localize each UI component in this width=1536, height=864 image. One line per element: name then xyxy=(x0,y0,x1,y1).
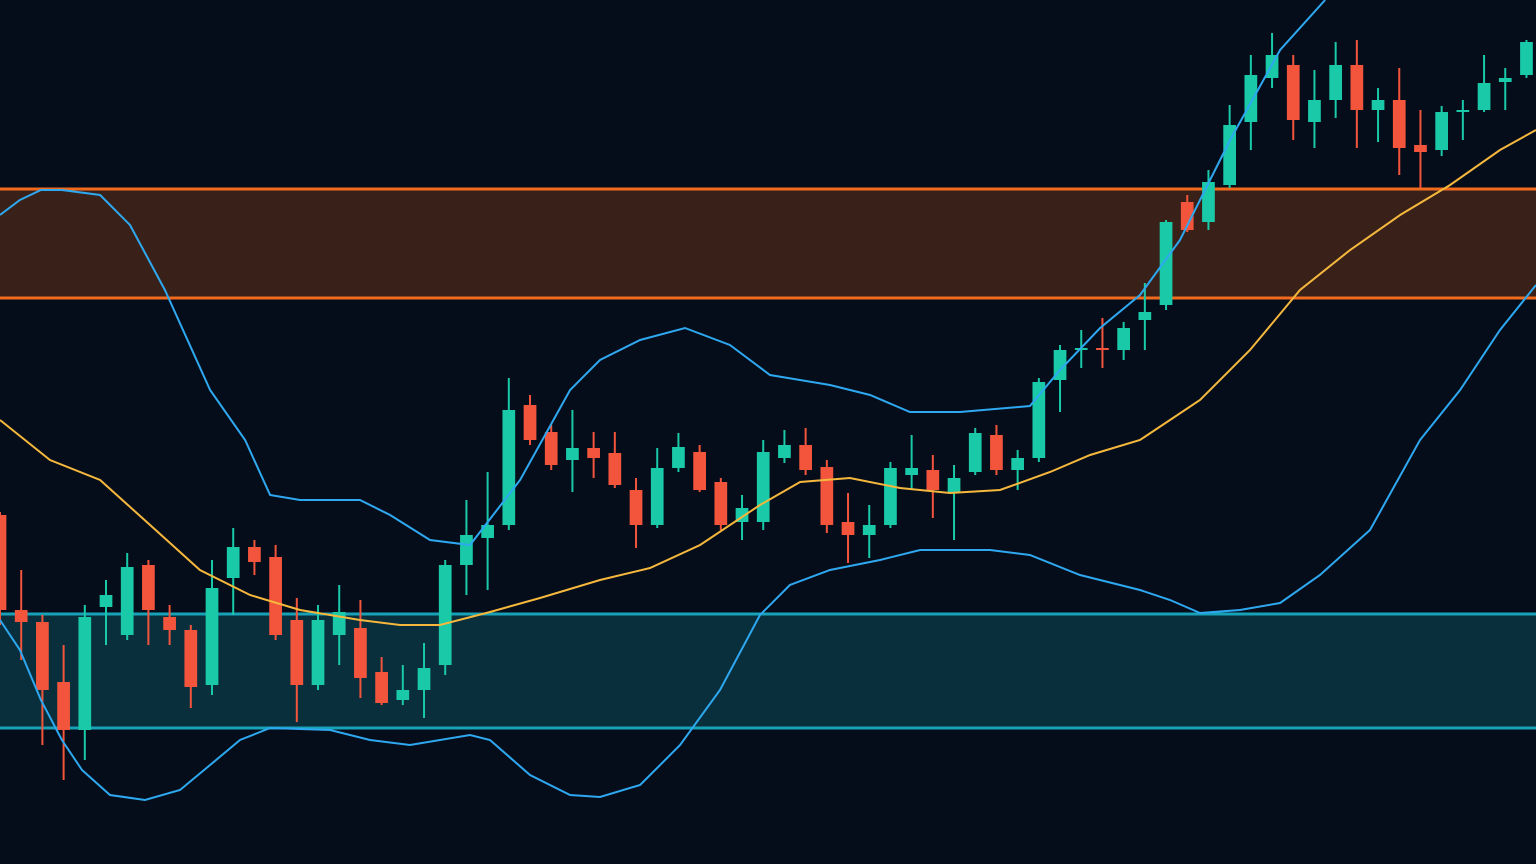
candle-body xyxy=(926,470,940,490)
candle-body xyxy=(205,588,219,685)
candle-body xyxy=(587,448,600,458)
candle-body xyxy=(290,620,304,685)
candle-body xyxy=(1477,83,1491,110)
candle-body xyxy=(1138,312,1152,320)
candle-body xyxy=(693,452,706,490)
candle-body xyxy=(1520,42,1533,75)
candle-body xyxy=(1244,75,1258,122)
candle-body xyxy=(799,445,812,470)
candle-body xyxy=(375,672,388,703)
candle-body xyxy=(248,547,261,562)
candle-body xyxy=(36,622,49,690)
candle-body xyxy=(1180,202,1194,230)
candle-body xyxy=(184,630,198,687)
candle-body xyxy=(481,525,494,538)
candle-body xyxy=(1435,112,1449,150)
candle-body xyxy=(1456,110,1470,112)
candle-body xyxy=(566,448,579,460)
candle-body xyxy=(1414,145,1427,152)
candle-body xyxy=(1032,382,1046,458)
candle-body xyxy=(1117,328,1131,350)
candle-body xyxy=(460,535,473,565)
candle-body xyxy=(884,468,897,525)
zone xyxy=(0,189,1536,298)
candle-body xyxy=(396,690,410,700)
candle-body xyxy=(1286,65,1300,120)
candle-body xyxy=(226,547,240,578)
candle-body xyxy=(1011,458,1024,470)
candle-body xyxy=(163,617,176,630)
candle-body xyxy=(1392,100,1406,148)
candle-body xyxy=(1498,78,1512,82)
candle-body xyxy=(841,522,855,535)
indicator-line xyxy=(0,129,1536,626)
candle-body xyxy=(1371,100,1385,110)
candle-body xyxy=(968,433,982,472)
candle-body xyxy=(269,557,282,635)
indicator-line xyxy=(0,284,1536,802)
candle-body xyxy=(544,432,558,465)
candle-body xyxy=(438,565,452,665)
candle-body xyxy=(14,610,28,622)
candle-body xyxy=(820,467,834,525)
candle-body xyxy=(142,565,155,610)
candle-body xyxy=(523,405,537,440)
candle-body xyxy=(1096,348,1109,350)
candle-body xyxy=(650,468,664,525)
candle-body xyxy=(1329,65,1343,100)
candle-body xyxy=(947,478,961,492)
candle-body xyxy=(608,453,622,485)
candle-body xyxy=(1350,65,1364,110)
candle-body xyxy=(990,435,1003,470)
indicator-line xyxy=(0,0,1326,547)
candle-body xyxy=(354,628,367,678)
zone xyxy=(0,614,1536,728)
candle-body xyxy=(0,515,7,610)
candle-body xyxy=(629,490,643,525)
candle-body xyxy=(502,410,516,525)
candle-body xyxy=(1223,125,1237,185)
candle-body xyxy=(417,668,431,690)
candle-body xyxy=(1308,100,1321,122)
candle-body xyxy=(672,447,685,468)
candle-body xyxy=(78,617,92,730)
candle-body xyxy=(311,620,325,685)
candle-body xyxy=(862,525,876,535)
candle-body xyxy=(99,595,113,607)
candle-body xyxy=(1159,222,1173,305)
candle-body xyxy=(905,468,918,475)
candle-body xyxy=(120,567,134,635)
candle-body xyxy=(714,482,728,525)
candle-body xyxy=(1202,182,1215,222)
candle-body xyxy=(57,682,70,730)
candle-body xyxy=(756,452,770,522)
candle-body xyxy=(778,445,791,458)
